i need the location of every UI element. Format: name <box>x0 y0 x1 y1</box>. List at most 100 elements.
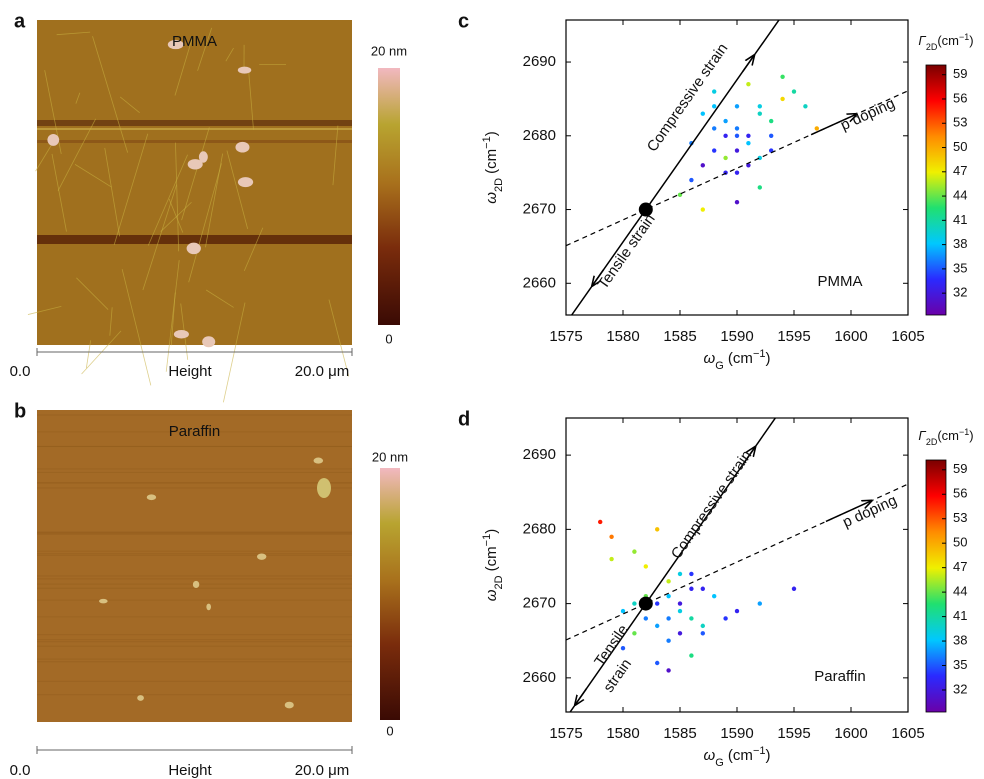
sample-label: Paraffin <box>814 668 865 685</box>
data-point <box>677 608 683 614</box>
axis-label: ω2D (cm−1) <box>481 529 505 601</box>
label-part: ω <box>483 192 500 204</box>
afm-particle <box>99 598 108 604</box>
data-point <box>643 564 648 569</box>
afm-scratch <box>57 118 97 192</box>
panel-label: c <box>458 10 469 32</box>
label-part: (cm <box>483 149 500 178</box>
label-part: 2D <box>926 42 938 52</box>
data-point <box>689 571 694 577</box>
data-point <box>677 631 683 636</box>
label-part: −1 <box>753 348 766 360</box>
data-point <box>700 207 705 212</box>
afm-line <box>37 468 352 470</box>
afm-band <box>37 128 352 130</box>
afm-colorbar <box>380 468 400 720</box>
reference-lines <box>566 418 908 712</box>
afm-line <box>37 446 352 448</box>
afm-line <box>37 641 352 643</box>
afm-scratch <box>174 36 193 96</box>
axis-end: 20.0 μm <box>295 363 350 380</box>
scale-min: 0 <box>386 723 393 738</box>
afm-scratch <box>243 227 264 272</box>
data-point <box>655 601 660 606</box>
plot-frame <box>565 417 909 713</box>
afm-band <box>37 140 352 143</box>
y-tick-label: 2670 <box>523 201 556 218</box>
x-tick-label: 1575 <box>549 328 582 345</box>
label-part: −1 <box>481 534 493 547</box>
colorbar-tick-label: 59 <box>953 461 967 476</box>
strain-line <box>570 20 780 315</box>
data-point <box>689 616 694 621</box>
colorbar-tick-label: 56 <box>953 90 967 105</box>
afm-band <box>37 120 352 126</box>
plot-frame <box>565 19 909 316</box>
afm-particle <box>284 701 294 709</box>
sample-label: PMMA <box>818 273 863 290</box>
panel-label: b <box>14 400 26 422</box>
afm-line <box>37 658 352 660</box>
data-point <box>666 616 671 621</box>
afm-scratch <box>147 154 188 246</box>
data-point <box>769 118 774 124</box>
data-point <box>689 586 694 591</box>
colorbar-title: Γ2D(cm−1) <box>918 32 973 52</box>
colorbar-tick-label: 32 <box>953 285 967 300</box>
colorbar-tick-label: 32 <box>953 681 967 696</box>
compressive-arrow <box>742 55 754 73</box>
scale-max: 20 nm <box>371 43 407 58</box>
label-part: 2D <box>926 437 938 447</box>
afm-line <box>37 414 352 416</box>
axis-title: Height <box>168 363 212 380</box>
label-part: −1 <box>959 32 969 42</box>
afm-scratch <box>92 36 129 153</box>
reference-lines <box>566 20 908 315</box>
data-point <box>620 645 626 651</box>
label-part: ω <box>704 747 716 764</box>
compressive-label: Compressive strain <box>644 40 732 155</box>
afm-line <box>37 694 352 696</box>
label-part: ) <box>969 428 973 443</box>
data-point <box>723 133 728 138</box>
afm-colorbar <box>378 68 400 325</box>
colorbar <box>925 64 947 316</box>
label-part: ) <box>483 529 500 534</box>
x-tick-label: 1595 <box>777 328 810 345</box>
label-part: (cm <box>724 747 753 764</box>
panel-label: a <box>14 10 26 32</box>
points <box>677 74 819 212</box>
data-point <box>689 177 694 183</box>
data-point <box>791 586 797 591</box>
x-tick-label: 1595 <box>777 725 810 742</box>
data-point <box>700 623 705 629</box>
x-tick-label: 1580 <box>606 725 639 742</box>
afm-scratch <box>119 96 140 114</box>
label-part: (cm <box>937 33 959 48</box>
data-point <box>734 126 740 131</box>
data-point <box>700 111 705 116</box>
data-point <box>791 89 797 94</box>
y-tick-label: 2690 <box>523 53 556 70</box>
afm-particle <box>47 133 60 146</box>
colorbar-tick-label: 47 <box>953 559 967 574</box>
afm-scratch <box>76 277 109 310</box>
y-tick-label: 2680 <box>523 127 556 144</box>
colorbar-tick-label: 38 <box>953 632 967 647</box>
axis-label: ωG (cm−1) <box>704 745 771 769</box>
afm-scratch <box>74 164 112 188</box>
afm-line <box>37 680 352 682</box>
y-tick-label: 2690 <box>523 446 556 463</box>
afm-band <box>37 235 352 244</box>
data-point <box>734 608 740 614</box>
data-point <box>632 631 637 636</box>
compressive-arrow <box>743 447 755 464</box>
afm-particle <box>187 159 203 170</box>
afm-particle <box>198 151 208 163</box>
colorbar-tick-label: 35 <box>953 657 967 672</box>
afm-line <box>37 482 352 484</box>
afm-line <box>37 487 352 489</box>
afm-line <box>37 550 352 552</box>
data-point <box>700 631 705 636</box>
